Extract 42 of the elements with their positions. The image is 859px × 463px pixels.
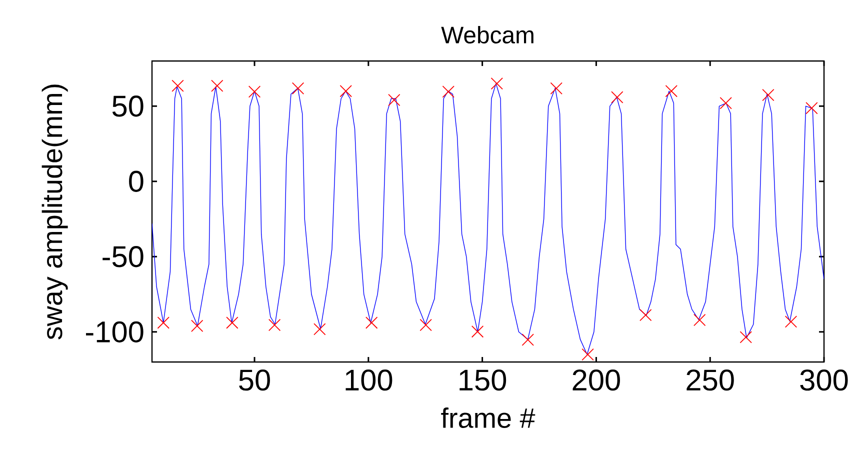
point xyxy=(762,88,774,102)
point xyxy=(172,80,184,92)
chart-title: Webcam xyxy=(441,26,534,44)
point xyxy=(640,308,652,322)
y-tick-label: 0 xyxy=(129,170,144,192)
x-tick-label: 50 xyxy=(239,370,270,391)
point xyxy=(420,318,432,332)
x-tick-label: 150 xyxy=(460,370,506,391)
y-tick-label: -100 xyxy=(86,321,144,342)
x-axis-title: frame # xyxy=(441,408,536,428)
point xyxy=(314,323,326,336)
point xyxy=(292,82,304,94)
point xyxy=(784,316,798,328)
y-tick-label: -50 xyxy=(102,246,144,268)
point xyxy=(471,325,484,338)
point xyxy=(268,318,281,332)
x-tick-label: 250 xyxy=(686,370,734,391)
point xyxy=(550,82,562,94)
point xyxy=(365,316,378,329)
x-tick-label: 200 xyxy=(572,370,620,391)
point xyxy=(665,84,678,98)
point xyxy=(388,94,400,106)
point xyxy=(806,102,818,114)
point xyxy=(490,77,503,90)
point xyxy=(582,348,594,361)
y-axis-title: sway amplitude(mm) xyxy=(42,84,68,340)
point xyxy=(157,316,170,329)
point xyxy=(611,91,624,104)
point xyxy=(248,86,261,98)
line-series xyxy=(152,83,824,355)
point xyxy=(226,316,238,329)
point xyxy=(340,84,352,98)
point xyxy=(522,334,534,346)
point xyxy=(694,314,706,326)
point xyxy=(720,97,732,110)
point xyxy=(442,86,454,98)
point xyxy=(191,320,204,332)
x-tick-label: 300 xyxy=(800,370,848,391)
point xyxy=(740,331,752,344)
point xyxy=(211,80,224,92)
y-tick-label: 50 xyxy=(112,96,144,117)
x-tick-label: 100 xyxy=(346,370,392,391)
